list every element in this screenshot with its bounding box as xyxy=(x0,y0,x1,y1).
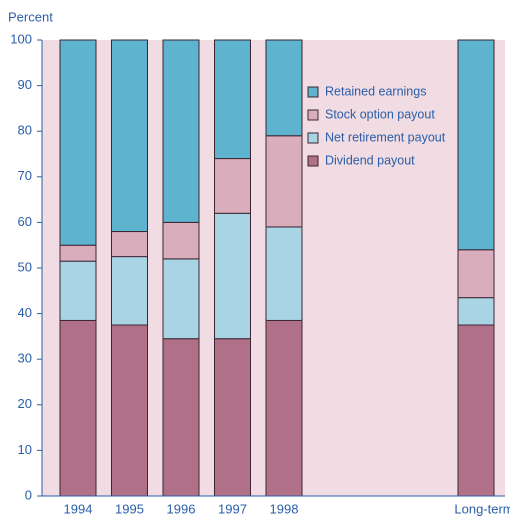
bar-segment xyxy=(111,324,148,497)
bar-segment xyxy=(162,258,200,340)
y-tick-label: 80 xyxy=(18,123,32,138)
bar-segment xyxy=(214,39,251,160)
y-tick-label: 20 xyxy=(18,396,32,411)
legend-label: Net retirement payout xyxy=(325,130,446,144)
x-tick-label: 1998 xyxy=(270,501,299,516)
bar-segment xyxy=(59,319,97,497)
bar-segment xyxy=(59,39,97,246)
bar-segment xyxy=(59,244,97,262)
bar-segment xyxy=(457,324,495,497)
y-axis-label: Percent xyxy=(8,9,53,24)
bar-segment xyxy=(111,39,148,233)
bar-segment xyxy=(265,39,303,137)
bar-segment xyxy=(214,212,251,340)
x-tick-label: 1995 xyxy=(115,501,144,516)
bar-segment xyxy=(457,297,495,326)
bar-segment xyxy=(162,39,200,223)
legend-label: Stock option payout xyxy=(325,107,435,121)
y-tick-label: 50 xyxy=(18,259,32,274)
x-tick-label: Long-term xyxy=(454,501,510,516)
bar-segment xyxy=(265,226,303,321)
legend-swatch xyxy=(307,155,319,167)
bar-segment xyxy=(111,256,148,326)
x-tick-label: 1997 xyxy=(218,501,247,516)
y-tick-label: 30 xyxy=(18,351,32,366)
x-tick-label: 1994 xyxy=(64,501,93,516)
legend: Retained earnings Stock option payout Net … xyxy=(307,84,446,167)
bar-segment xyxy=(111,231,148,258)
bar-segment xyxy=(457,249,495,299)
bar-segment xyxy=(162,338,200,497)
bar-segment xyxy=(214,158,251,214)
x-tick-label: 1996 xyxy=(167,501,196,516)
bar-segment xyxy=(162,221,200,260)
legend-swatch xyxy=(307,132,319,144)
y-tick-label: 60 xyxy=(18,214,32,229)
bar-segment xyxy=(265,135,303,228)
legend-label: Retained earnings xyxy=(325,84,426,98)
y-tick-label: 70 xyxy=(18,168,32,183)
legend-swatch xyxy=(307,109,319,121)
legend-swatch xyxy=(307,86,319,98)
bar-segment xyxy=(457,39,495,251)
bar-segment xyxy=(59,260,97,321)
y-tick-label: 100 xyxy=(10,31,32,46)
bar-segment xyxy=(214,338,251,497)
legend-label: Dividend payout xyxy=(325,153,415,167)
y-tick-label: 90 xyxy=(18,77,32,92)
bar-segment xyxy=(265,319,303,497)
y-tick-label: 10 xyxy=(18,442,32,457)
y-tick-label: 0 xyxy=(25,487,32,502)
y-tick-label: 40 xyxy=(18,305,32,320)
